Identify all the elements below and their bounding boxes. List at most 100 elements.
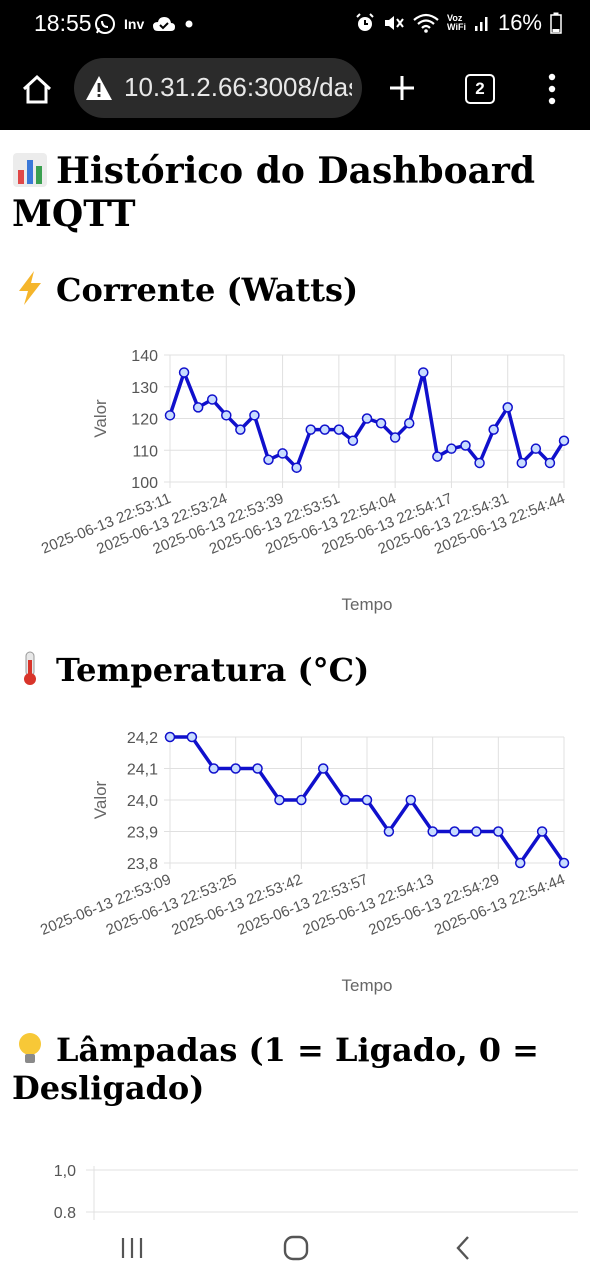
- data-point: [383, 826, 395, 837]
- wifi-icon: [413, 13, 439, 33]
- data-point: [474, 457, 485, 469]
- data-point: [427, 826, 438, 837]
- section-title-lampadas: Lâmpadas (1 = Ligado, 0 = Desligado): [12, 1031, 539, 1108]
- data-point: [263, 454, 274, 466]
- data-point: [317, 763, 329, 774]
- y-tick-label: 24,2: [127, 730, 158, 747]
- voz-wifi-label: Voz WiFi: [447, 13, 466, 32]
- y-tick-label: 100: [131, 475, 158, 492]
- url-text[interactable]: 10.31.2.66:3008/das: [124, 72, 352, 102]
- tab-count: 2: [475, 79, 485, 98]
- section-title-temperatura: Temperatura (°C): [12, 650, 369, 689]
- back-icon[interactable]: [450, 1234, 478, 1262]
- y-tick-label: 110: [132, 443, 158, 460]
- data-point: [178, 367, 190, 378]
- address-bar[interactable]: 10.31.2.66:3008/das: [74, 58, 362, 118]
- data-point: [516, 457, 528, 469]
- home-nav-icon[interactable]: [282, 1234, 310, 1262]
- data-point: [493, 826, 504, 837]
- data-point: [208, 763, 220, 774]
- thermometer-icon: [24, 651, 36, 685]
- warning-icon[interactable]: [84, 74, 114, 102]
- web-page: Histórico do Dashboard MQTT Corrente (Wa…: [0, 130, 590, 1220]
- data-point: [230, 763, 241, 774]
- data-point: [333, 424, 345, 435]
- data-point: [558, 435, 570, 446]
- data-point: [544, 457, 556, 469]
- data-point: [488, 424, 499, 435]
- data-point: [235, 424, 246, 435]
- y-tick-label: 24,1: [127, 762, 158, 779]
- y-axis-title: Valor: [91, 780, 110, 819]
- data-point: [375, 418, 387, 429]
- status-time: 18:55: [34, 10, 92, 36]
- data-point: [514, 857, 526, 869]
- data-point: [403, 418, 415, 429]
- data-point: [536, 826, 548, 837]
- x-axis-title: Tempo: [341, 595, 392, 614]
- new-tab-icon[interactable]: [386, 72, 418, 104]
- data-point: [471, 826, 482, 837]
- y-tick-label: 23,9: [127, 825, 158, 842]
- data-point: [405, 794, 417, 806]
- whatsapp-icon: [95, 14, 115, 34]
- recent-apps-icon[interactable]: [118, 1234, 146, 1262]
- data-point: [418, 367, 429, 378]
- data-point: [192, 402, 204, 413]
- y-tick-label: 0.8: [54, 1205, 76, 1220]
- data-point: [502, 402, 513, 413]
- data-point: [460, 440, 471, 451]
- y-tick-label: 120: [131, 412, 158, 429]
- data-point: [361, 413, 373, 424]
- bar-chart-icon: [13, 153, 47, 187]
- status-bar: 18:55 Inv Voz WiFi 16%: [0, 0, 590, 50]
- cloud-check-icon: [153, 17, 176, 31]
- data-point: [186, 731, 198, 743]
- y-tick-label: 1,0: [54, 1163, 76, 1180]
- notification-dot-icon: [185, 20, 193, 28]
- y-tick-label: 24,0: [127, 793, 158, 810]
- data-point: [277, 448, 288, 459]
- data-point: [558, 857, 570, 869]
- data-point: [249, 410, 260, 421]
- data-point: [432, 451, 443, 462]
- data-point: [339, 794, 351, 806]
- home-icon[interactable]: [20, 72, 54, 106]
- more-options-icon[interactable]: [546, 72, 558, 106]
- data-point: [164, 731, 176, 743]
- data-point: [347, 435, 359, 446]
- battery-icon: [550, 12, 562, 34]
- data-point: [274, 794, 285, 806]
- data-point: [319, 424, 331, 435]
- page-title: Histórico do Dashboard MQTT: [12, 150, 536, 236]
- data-point: [449, 826, 460, 837]
- data-point: [530, 443, 542, 454]
- data-point: [446, 443, 457, 454]
- system-nav-bar: [0, 1220, 590, 1280]
- x-axis-title: Tempo: [341, 976, 392, 995]
- tab-switcher-button[interactable]: 2: [465, 74, 495, 104]
- lightning-icon: [19, 271, 41, 305]
- lampadas-chart: 1,0 0.8: [54, 1163, 578, 1220]
- section-title-corrente: Corrente (Watts): [12, 270, 358, 309]
- alarm-icon: [356, 13, 374, 31]
- data-point: [291, 462, 302, 473]
- y-tick-label: 23,8: [127, 856, 158, 873]
- data-point: [296, 794, 307, 806]
- signal-icon: [474, 17, 488, 31]
- y-tick-label: 130: [131, 380, 158, 397]
- y-axis-title: Valor: [91, 399, 110, 438]
- inv-badge: Inv: [124, 16, 145, 32]
- data-point: [305, 424, 316, 435]
- browser-toolbar: 10.31.2.66:3008/das 2: [0, 50, 590, 130]
- data-point: [389, 432, 401, 443]
- battery-percent: 16%: [497, 10, 542, 35]
- mute-icon: [385, 16, 404, 30]
- lightbulb-icon: [19, 1033, 41, 1063]
- data-point: [361, 794, 373, 806]
- data-point: [252, 763, 263, 774]
- y-tick-label: 140: [131, 348, 158, 365]
- data-point: [206, 394, 218, 405]
